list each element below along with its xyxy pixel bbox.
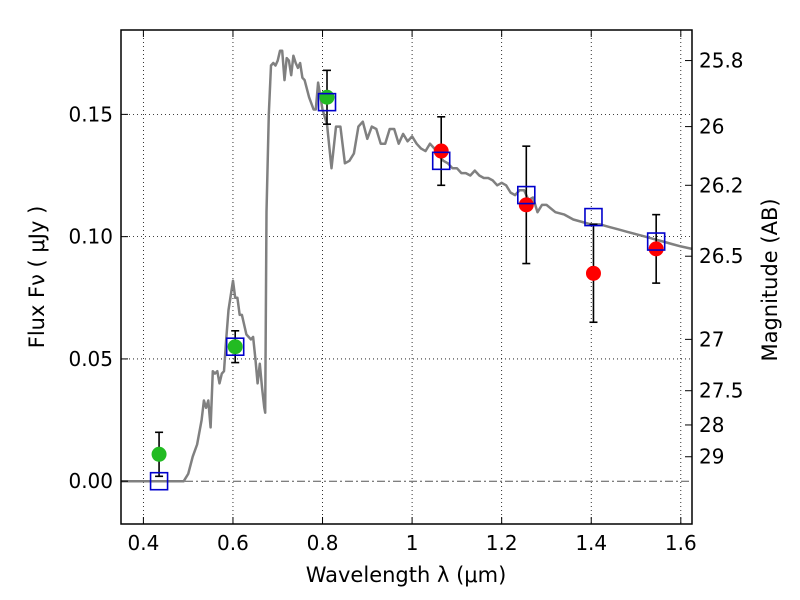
x-tick-label: 0.4 xyxy=(127,531,159,555)
y-tick-label: 0.00 xyxy=(68,469,113,493)
right-tick-label: 26.5 xyxy=(699,244,744,268)
model-photometry-square xyxy=(225,337,245,356)
x-tick-label: 0.6 xyxy=(217,531,249,555)
red-data-point xyxy=(585,265,601,281)
model-photometry-square xyxy=(584,207,603,227)
model-photometry-square xyxy=(149,471,169,491)
plot-background xyxy=(121,30,692,524)
model-photometry-square xyxy=(431,151,451,171)
x-tick-label: 0.8 xyxy=(307,531,339,555)
green-data-point xyxy=(151,446,167,462)
red-data-point xyxy=(433,143,449,159)
right-tick-label: 27 xyxy=(699,327,724,351)
right-tick-label: 28 xyxy=(699,413,724,437)
red-data-point xyxy=(518,197,534,213)
model-photometry-square xyxy=(516,185,536,205)
model-photometry-square xyxy=(317,92,337,112)
tick-labels: 0.4 0.6 0.8 1 1.2 1.4 1.6 0.00 0.05 0.10 0.15 25.8 2… xyxy=(68,49,743,555)
right-tick-label: 29 xyxy=(699,445,724,469)
y-tick-label: 0.10 xyxy=(68,225,113,249)
x-tick-label: 1.4 xyxy=(575,531,607,555)
y-axis-title: Flux Fν ( μJy ) xyxy=(25,206,49,349)
green-data-point xyxy=(319,89,335,105)
right-tick-label: 26.2 xyxy=(699,173,744,197)
model-photometry-square xyxy=(646,232,666,251)
plot-frame xyxy=(120,29,693,525)
y-tick-label: 0.05 xyxy=(68,347,113,371)
x-tick-label: 1.6 xyxy=(665,531,697,555)
axis-ticks xyxy=(121,30,692,524)
right-tick-label: 26 xyxy=(699,115,724,139)
x-axis-title: Wavelength λ (μm) xyxy=(306,563,507,587)
green-data-point xyxy=(227,339,243,355)
right-tick-label: 25.8 xyxy=(699,49,744,73)
x-tick-label: 1 xyxy=(406,531,419,555)
data-series xyxy=(121,49,693,491)
y-tick-label: 0.15 xyxy=(68,102,113,126)
red-data-point xyxy=(648,241,664,257)
x-tick-label: 1.2 xyxy=(486,531,518,555)
right-axis-title: Magnitude (AB) xyxy=(758,198,782,361)
right-tick-label: 27.5 xyxy=(699,379,744,403)
